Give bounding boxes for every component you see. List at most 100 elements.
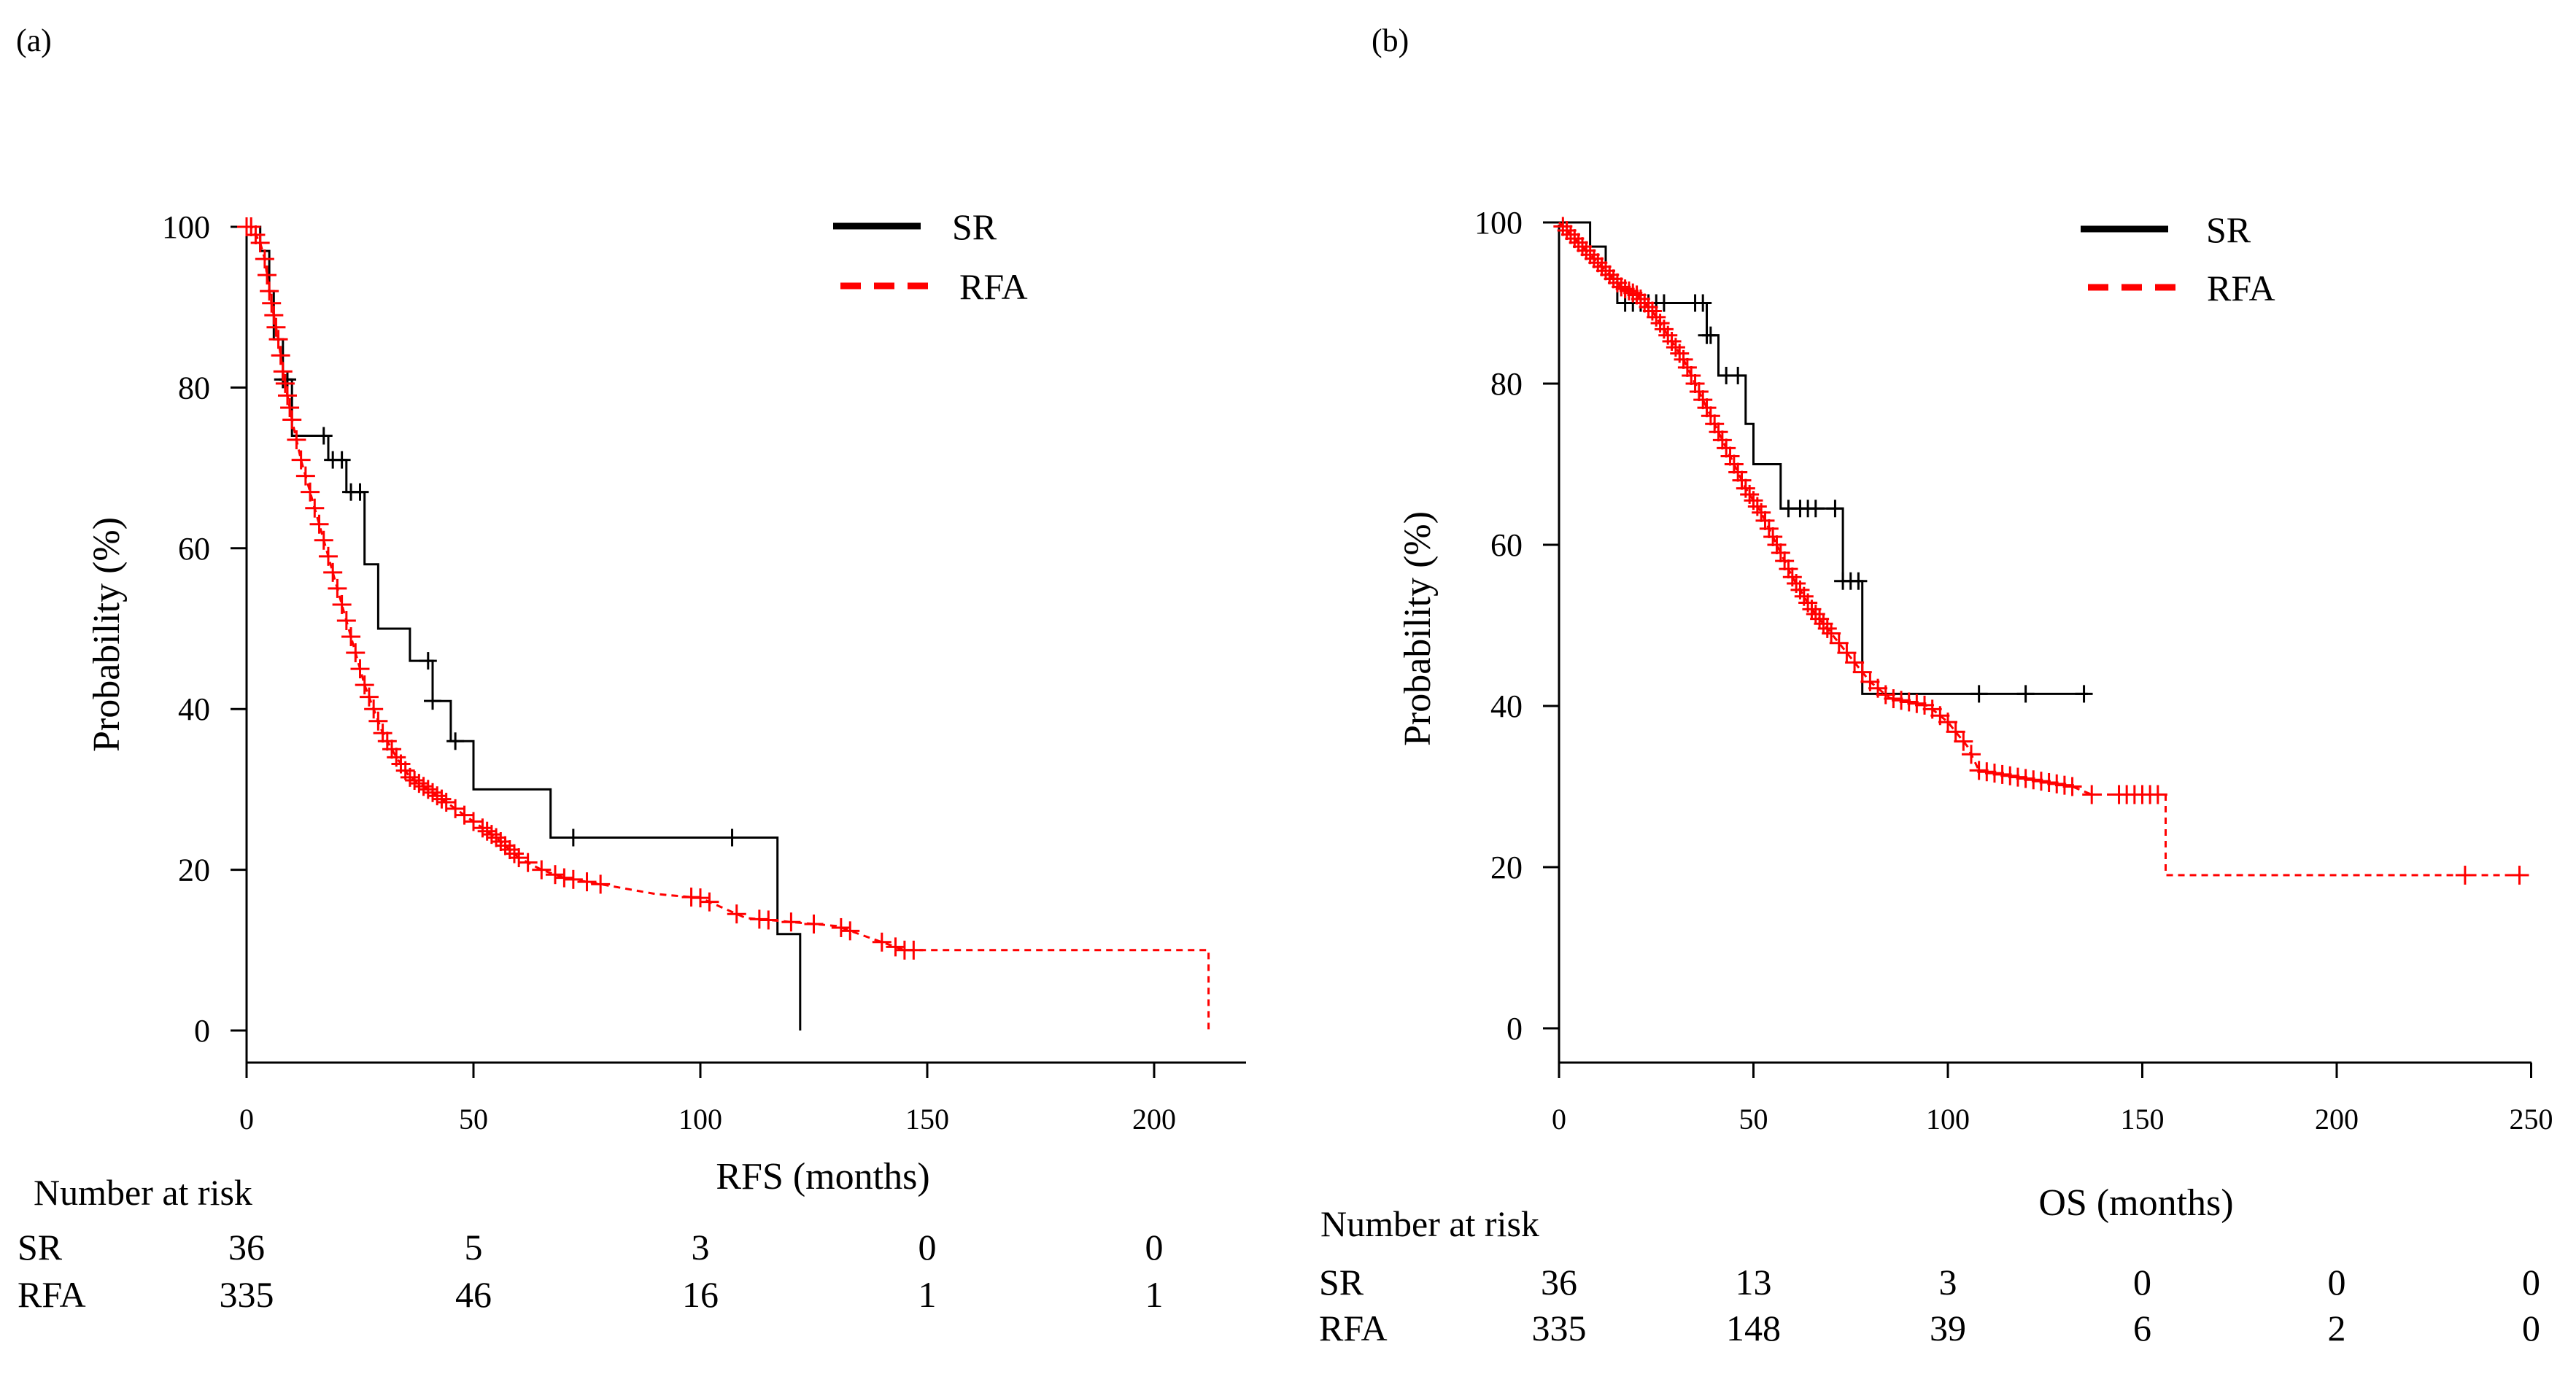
censor-mark-rfa	[1709, 422, 1728, 442]
censor-mark-rfa	[554, 868, 574, 888]
y-tick-label: 40	[178, 691, 210, 727]
censor-mark-rfa	[2062, 777, 2082, 796]
censor-mark-sr	[419, 652, 437, 670]
risk-value-rfa: 1	[1145, 1274, 1164, 1315]
censor-mark-rfa	[1806, 605, 1825, 624]
censor-mark-rfa	[1565, 229, 1585, 249]
censor-mark-rfa	[1771, 543, 1790, 563]
censor-mark-rfa	[341, 627, 361, 647]
censor-mark-rfa	[277, 386, 297, 405]
censor-mark-rfa	[577, 872, 597, 892]
x-tick-label: 150	[2121, 1103, 2165, 1136]
censor-mark-rfa	[532, 860, 552, 880]
censor-mark-rfa	[504, 844, 524, 863]
y-tick-label: 60	[1490, 527, 1523, 563]
censor-mark-sr	[1729, 366, 1747, 384]
censor-mark-rfa	[509, 848, 529, 868]
censor-mark-rfa	[1569, 233, 1588, 252]
censor-mark-rfa	[872, 932, 891, 952]
censor-mark-rfa	[2455, 866, 2475, 885]
risk-value-rfa: 39	[1930, 1308, 1966, 1348]
x-tick-label: 0	[1552, 1103, 1566, 1136]
censor-mark-rfa	[309, 514, 329, 534]
censor-mark-rfa	[1685, 374, 1705, 393]
censor-mark-rfa	[295, 466, 315, 486]
censor-mark-sr	[351, 483, 369, 501]
panel-a: (a) Probability (%) RFS (months) 0 20 40 60…	[16, 23, 1246, 1315]
censor-mark-rfa	[1596, 261, 1615, 281]
censor-mark-rfa	[1717, 438, 1736, 458]
censor-mark-rfa	[241, 217, 261, 236]
censor-mark-rfa	[1553, 217, 1573, 236]
censor-mark-sr	[1970, 685, 1988, 703]
censor-mark-rfa	[1612, 277, 1631, 297]
censor-mark-sr	[314, 427, 333, 445]
censor-mark-rfa	[1635, 293, 1655, 313]
risk-value-rfa: 16	[682, 1274, 719, 1315]
censor-mark-sr	[424, 692, 442, 710]
censor-mark-rfa	[1682, 365, 1701, 385]
panel-b-axes: 0 20 40 60 80 100 0 50 100 150 200 250	[1474, 205, 2553, 1136]
panel-b-plot	[1553, 217, 2529, 885]
censor-mark-rfa	[1884, 689, 1903, 709]
y-tick-label: 80	[1490, 366, 1523, 402]
censor-mark-rfa	[840, 921, 860, 941]
censor-mark-rfa	[318, 546, 338, 566]
censor-mark-rfa	[2000, 766, 2020, 785]
censor-mark-rfa	[1767, 535, 1787, 554]
risk-value-sr: 13	[1736, 1262, 1772, 1303]
censor-mark-rfa	[2148, 785, 2167, 804]
censor-mark-rfa	[727, 904, 746, 924]
risk-value-rfa: 335	[220, 1274, 274, 1315]
censor-mark-rfa	[359, 687, 379, 707]
censor-mark-rfa	[1677, 357, 1697, 377]
panel-b-ylabel: Probability (%)	[1397, 511, 1439, 746]
y-tick-label: 60	[178, 531, 210, 567]
censor-mark-rfa	[257, 265, 276, 285]
censor-mark-rfa	[377, 731, 397, 751]
censor-mark-rfa	[1817, 618, 1837, 638]
censor-mark-rfa	[545, 865, 565, 885]
censor-mark-sr	[1694, 294, 1712, 312]
censor-mark-rfa	[1938, 713, 1957, 732]
risk-value-sr: 36	[1541, 1262, 1577, 1303]
censor-mark-rfa	[1693, 390, 1713, 410]
panel-b: (b) Probability (%) OS (months) 02040608…	[1319, 23, 2553, 1348]
risk-row-label-rfa: RFA	[18, 1274, 86, 1315]
censor-mark-rfa	[1852, 662, 1872, 682]
censor-mark-sr	[1655, 294, 1673, 312]
risk-value-sr: 5	[465, 1227, 483, 1268]
censor-mark-sr	[1806, 500, 1825, 518]
legend-rfa-label: RFA	[959, 266, 1028, 307]
censor-mark-sr	[1826, 500, 1844, 518]
censor-mark-rfa	[487, 828, 506, 847]
censor-mark-rfa	[1600, 265, 1620, 284]
censor-mark-rfa	[1572, 237, 1592, 257]
censor-mark-rfa	[2510, 866, 2529, 885]
censor-mark-rfa	[1759, 519, 1779, 538]
censor-mark-rfa	[1992, 764, 2012, 784]
censor-mark-rfa	[432, 789, 452, 809]
x-tick-label: 250	[2510, 1103, 2553, 1136]
censor-mark-rfa	[2082, 785, 2102, 804]
censor-mark-rfa	[373, 723, 392, 743]
censor-mark-rfa	[250, 233, 270, 253]
censor-mark-rfa	[1915, 695, 1935, 715]
censor-mark-rfa	[323, 562, 343, 582]
censor-mark-rfa	[1810, 609, 1830, 629]
risk-value-sr: 0	[2328, 1262, 2346, 1303]
censor-mark-rfa	[1701, 406, 1720, 426]
censor-mark-rfa	[1712, 430, 1732, 450]
panel-a-plot	[237, 217, 1210, 1030]
risk-value-rfa: 148	[1726, 1308, 1781, 1348]
censor-mark-rfa	[591, 874, 611, 894]
censor-mark-rfa	[1697, 398, 1717, 418]
censor-mark-rfa	[1779, 559, 1798, 579]
risk-table-title: Number at risk	[34, 1172, 252, 1213]
censor-mark-rfa	[301, 482, 320, 502]
censor-mark-sr	[2075, 685, 2093, 703]
censor-mark-rfa	[1907, 694, 1927, 713]
censor-mark-rfa	[1580, 245, 1600, 265]
y-tick-label: 0	[1506, 1011, 1523, 1047]
